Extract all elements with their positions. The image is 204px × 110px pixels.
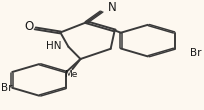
Text: Me: Me (64, 70, 77, 79)
Text: Br: Br (190, 48, 202, 58)
Text: N: N (108, 1, 117, 14)
Text: Br: Br (1, 83, 12, 93)
Text: O: O (24, 20, 34, 33)
Text: HN: HN (45, 41, 61, 51)
